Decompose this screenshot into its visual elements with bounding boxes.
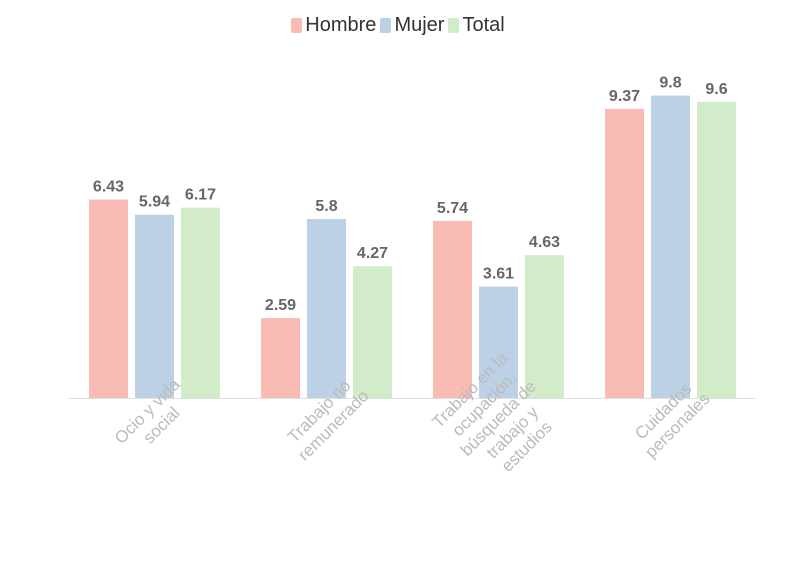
bar-hombre-0[interactable] — [89, 199, 128, 398]
bar-mujer-2[interactable] — [479, 286, 518, 398]
bar-mujer-3[interactable] — [651, 95, 690, 398]
bars-group — [89, 95, 736, 399]
legend-item-total[interactable]: Total — [448, 14, 505, 37]
bar-mujer-1[interactable] — [307, 219, 346, 398]
legend-item-hombre[interactable]: Hombre — [291, 14, 376, 37]
value-label-total-1: 4.27 — [357, 245, 388, 262]
legend-swatch-total — [448, 18, 460, 33]
value-label-hombre-3: 9.37 — [609, 88, 640, 105]
value-label-total-2: 4.63 — [529, 234, 560, 251]
bar-total-2[interactable] — [525, 255, 564, 398]
bar-total-1[interactable] — [353, 266, 392, 398]
legend-item-mujer[interactable]: Mujer — [380, 14, 444, 37]
bar-total-0[interactable] — [181, 207, 220, 398]
value-label-mujer-3: 9.8 — [659, 75, 681, 92]
legend-label-mujer: Mujer — [394, 14, 445, 36]
value-label-hombre-0: 6.43 — [93, 179, 124, 196]
chart-legend: Hombre Mujer Total — [0, 14, 796, 37]
legend-swatch-mujer — [380, 18, 392, 33]
value-label-total-3: 9.6 — [705, 81, 727, 98]
bar-mujer-0[interactable] — [135, 214, 174, 398]
legend-label-hombre: Hombre — [305, 14, 377, 36]
value-label-mujer-1: 5.8 — [315, 198, 337, 215]
bar-hombre-2[interactable] — [433, 220, 472, 398]
value-labels-group: 6.43 5.94 6.17 2.59 5.8 4.27 5.74 3.61 4.63 9.37 9… — [93, 75, 728, 314]
value-label-hombre-2: 5.74 — [437, 200, 468, 217]
bar-total-3[interactable] — [697, 101, 736, 399]
legend-label-total: Total — [462, 14, 505, 36]
value-label-hombre-1: 2.59 — [265, 297, 296, 314]
bar-hombre-3[interactable] — [605, 108, 644, 399]
value-label-mujer-0: 5.94 — [139, 194, 170, 211]
bar-hombre-1[interactable] — [261, 318, 300, 398]
value-label-total-0: 6.17 — [185, 187, 216, 204]
legend-swatch-hombre — [291, 18, 303, 33]
value-label-mujer-2: 3.61 — [483, 266, 514, 283]
